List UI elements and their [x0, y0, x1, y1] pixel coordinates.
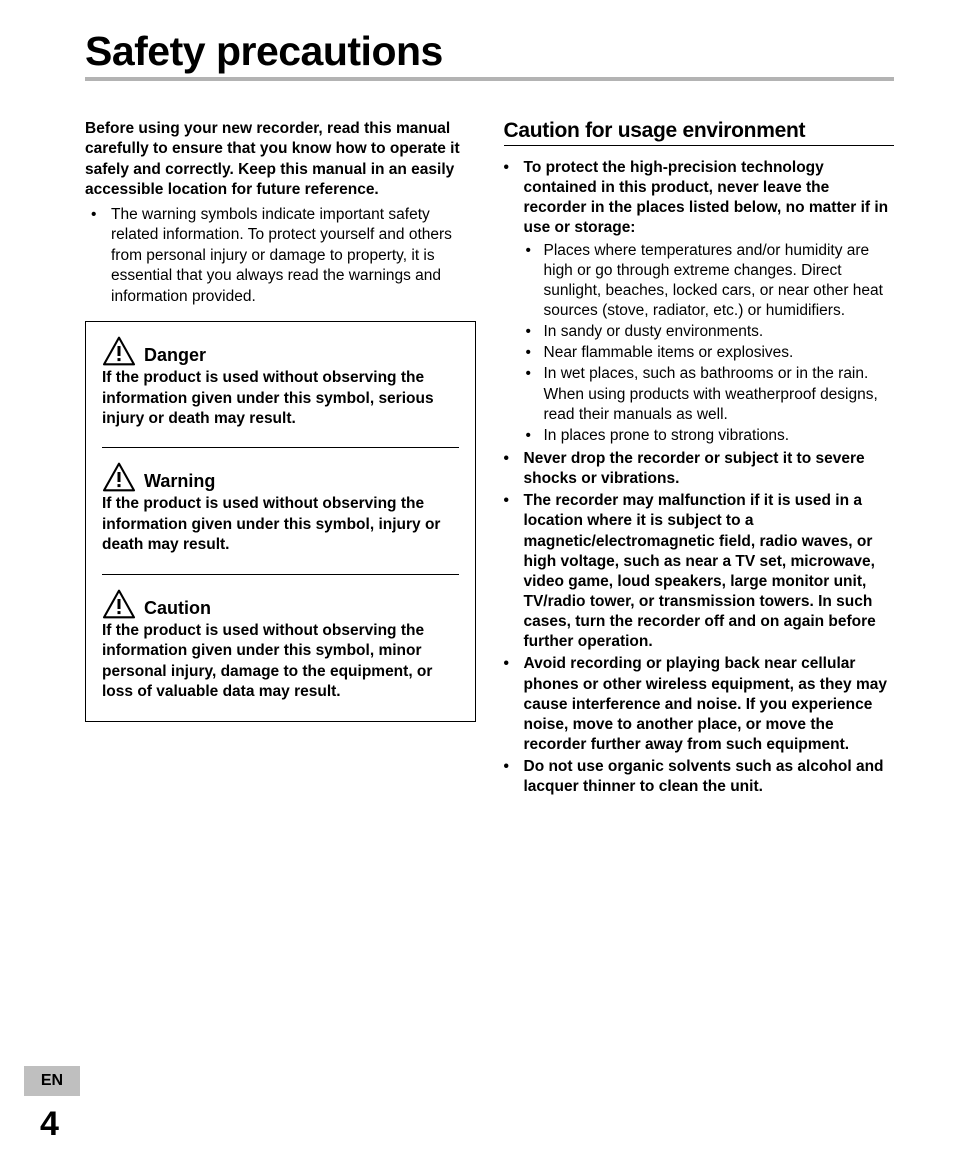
list-item: •Avoid recording or playing back near ce… — [504, 654, 895, 755]
bullet-dot: • — [504, 757, 524, 797]
warning-icon — [102, 462, 136, 492]
list-item: •Never drop the recorder or subject it t… — [504, 449, 895, 489]
bullet-dot: • — [504, 158, 524, 447]
list-item: •The recorder may malfunction if it is u… — [504, 491, 895, 652]
sub-list-item-text: In wet places, such as bathrooms or in t… — [544, 364, 895, 424]
warning-box: Danger If the product is used without ob… — [85, 321, 476, 722]
list-item-text: Never drop the recorder or subject it to… — [524, 449, 895, 489]
warning-label: Warning — [144, 471, 215, 492]
bullet-dot: • — [524, 241, 544, 322]
sub-list-item: •In wet places, such as bathrooms or in … — [524, 364, 895, 424]
sub-list-item: •In places prone to strong vibrations. — [524, 426, 895, 446]
warning-body: If the product is used without observing… — [102, 494, 459, 555]
danger-body: If the product is used without observing… — [102, 368, 459, 429]
warn-divider — [102, 574, 459, 575]
sub-list-item: •In sandy or dusty environments. — [524, 322, 895, 342]
bullet-dot: • — [85, 205, 111, 307]
right-column: Caution for usage environment •To protec… — [504, 119, 895, 799]
list-item-text: The recorder may malfunction if it is us… — [524, 491, 895, 652]
danger-label: Danger — [144, 345, 206, 366]
caution-section: Caution If the product is used without o… — [102, 589, 459, 703]
danger-icon — [102, 336, 136, 366]
bullet-dot: • — [524, 364, 544, 424]
sub-list-item: •Places where temperatures and/or humidi… — [524, 241, 895, 322]
page-number: 4 — [40, 1105, 59, 1144]
intro-bold: Before using your new recorder, read thi… — [85, 119, 476, 201]
bullet-dot: • — [524, 322, 544, 342]
warn-divider — [102, 447, 459, 448]
list-item-text: Avoid recording or playing back near cel… — [524, 654, 895, 755]
caution-label: Caution — [144, 598, 211, 619]
sub-list: •Places where temperatures and/or humidi… — [524, 241, 895, 446]
language-tab: EN — [24, 1066, 80, 1096]
intro-bullet: • The warning symbols indicate important… — [85, 205, 476, 307]
content-columns: Before using your new recorder, read thi… — [85, 119, 894, 799]
sub-list-item-text: Near flammable items or explosives. — [544, 343, 895, 363]
list-item: •Do not use organic solvents such as alc… — [504, 757, 895, 797]
left-column: Before using your new recorder, read thi… — [85, 119, 476, 799]
list-item-text: To protect the high-precision technology… — [524, 158, 895, 447]
warning-section: Warning If the product is used without o… — [102, 462, 459, 555]
bullet-dot: • — [504, 654, 524, 755]
sub-list-item-text: Places where temperatures and/or humidit… — [544, 241, 895, 322]
page-title: Safety precautions — [85, 28, 894, 75]
bullet-dot: • — [504, 449, 524, 489]
sub-list-item-text: In sandy or dusty environments. — [544, 322, 895, 342]
caution-body: If the product is used without observing… — [102, 621, 459, 703]
section-heading: Caution for usage environment — [504, 119, 895, 146]
bullet-dot: • — [524, 343, 544, 363]
title-rule — [85, 77, 894, 81]
intro-bullet-text: The warning symbols indicate important s… — [111, 205, 476, 307]
list-item-text: Do not use organic solvents such as alco… — [524, 757, 895, 797]
bullet-dot: • — [524, 426, 544, 446]
bullet-dot: • — [504, 491, 524, 652]
caution-list: •To protect the high-precision technolog… — [504, 158, 895, 797]
caution-icon — [102, 589, 136, 619]
danger-section: Danger If the product is used without ob… — [102, 336, 459, 429]
sub-list-item: •Near flammable items or explosives. — [524, 343, 895, 363]
sub-list-item-text: In places prone to strong vibrations. — [544, 426, 895, 446]
list-item: •To protect the high-precision technolog… — [504, 158, 895, 447]
